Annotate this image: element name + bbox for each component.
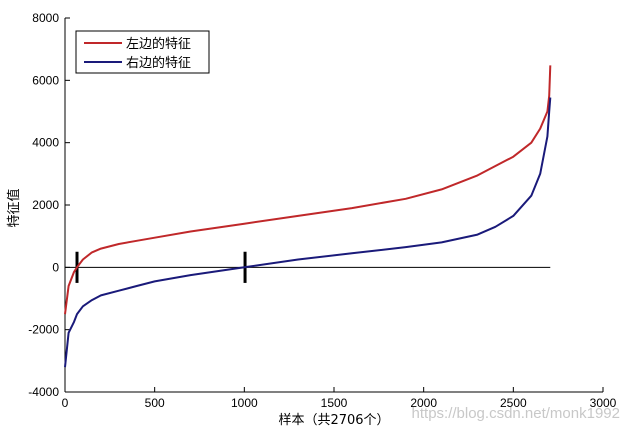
watermark: https://blog.csdn.net/monk1992: [412, 405, 620, 422]
legend-label: 右边的特征: [126, 55, 191, 71]
series-line-1: [64, 65, 552, 315]
y-tick-label: 8000: [32, 11, 59, 25]
y-axis-label: 特征值: [6, 188, 22, 227]
x-tick-label: 3000: [590, 396, 617, 410]
y-tick-label: -2000: [28, 323, 59, 337]
x-tick-label: 2000: [410, 396, 437, 410]
y-tick-label: 0: [52, 260, 59, 274]
x-tick-label: 0: [62, 396, 69, 410]
x-axis-label: 样本（共2706个）: [278, 413, 389, 428]
y-tick-label: 4000: [32, 136, 59, 150]
plot-area: [64, 65, 552, 368]
x-tick-label: 2500: [500, 396, 527, 410]
y-tick-label: 2000: [32, 198, 59, 212]
x-tick-label: 1000: [231, 396, 258, 410]
x-tick-label: 500: [145, 396, 165, 410]
y-tick-label: 6000: [32, 73, 59, 87]
axes: 0 500 1000 1500 2000 2500 3000 -4000 -2000 0 2000 4…: [28, 11, 616, 410]
y-tick-label: -4000: [28, 385, 59, 399]
legend-label: 左边的特征: [126, 36, 191, 52]
legend-box: [75, 30, 210, 74]
series-line-2: [64, 97, 552, 368]
x-tick-label: 1500: [321, 396, 348, 410]
